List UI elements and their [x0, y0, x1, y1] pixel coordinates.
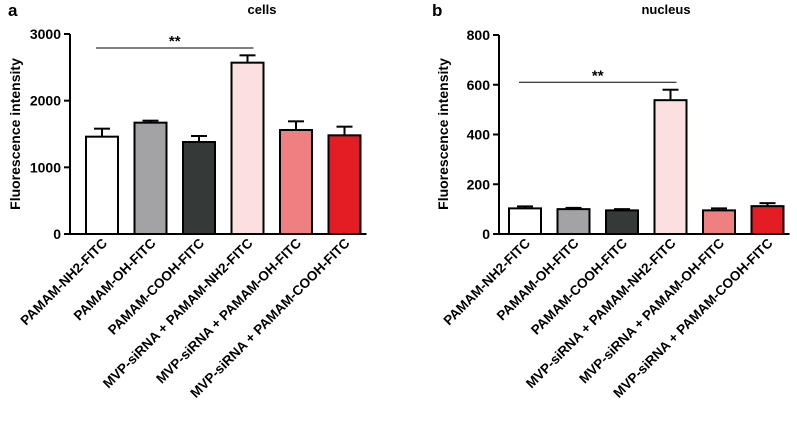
y-tick-label: 600 — [467, 77, 491, 93]
x-tick-label: PAMAM-OH-FITC — [494, 235, 582, 323]
bar — [508, 207, 542, 236]
panel-label: a — [8, 1, 18, 20]
bar — [133, 121, 168, 235]
panel-label: b — [432, 1, 442, 20]
y-tick-label: 2000 — [30, 93, 61, 109]
x-tick-label: PAMAM-NH2-FITC — [441, 235, 534, 328]
y-tick-label: 200 — [467, 176, 491, 192]
y-tick-label: 0 — [482, 226, 490, 242]
bar — [182, 141, 216, 235]
y-axis-label: Fluorescence intensity — [7, 58, 23, 210]
bar — [327, 134, 362, 235]
bar — [702, 209, 736, 235]
y-tick-label: 1000 — [30, 159, 61, 175]
panel-a-cells: a cells Fluorescence intensity 0 1000 2000 300… — [7, 1, 367, 401]
x-tick-label: PAMAM-NH2-FITC — [18, 235, 111, 328]
significance-label: ** — [592, 67, 604, 84]
y-tick-label: 3000 — [30, 26, 61, 42]
bar — [556, 208, 591, 235]
bar — [653, 99, 688, 235]
y-tick-label: 400 — [467, 127, 491, 143]
bar — [85, 135, 119, 236]
significance-label: ** — [169, 33, 181, 50]
bar — [750, 205, 785, 235]
x-tick-label: PAMAM-OH-FITC — [71, 235, 159, 323]
x-tick-label: PAMAM-COOH-FITC — [528, 235, 630, 337]
y-tick-label: 0 — [53, 226, 61, 242]
x-tick-label: PAMAM-COOH-FITC — [105, 235, 207, 337]
bar — [605, 209, 639, 235]
bar — [230, 61, 265, 235]
y-tick-label: 800 — [467, 27, 491, 43]
panel-b-nucleus: b nucleus Fluorescence intensity 0 200 400 600… — [432, 1, 790, 401]
y-axis-label: Fluorescence intensity — [435, 58, 451, 210]
chart-title: cells — [248, 2, 277, 17]
bar — [279, 129, 313, 235]
chart-title: nucleus — [641, 2, 690, 17]
